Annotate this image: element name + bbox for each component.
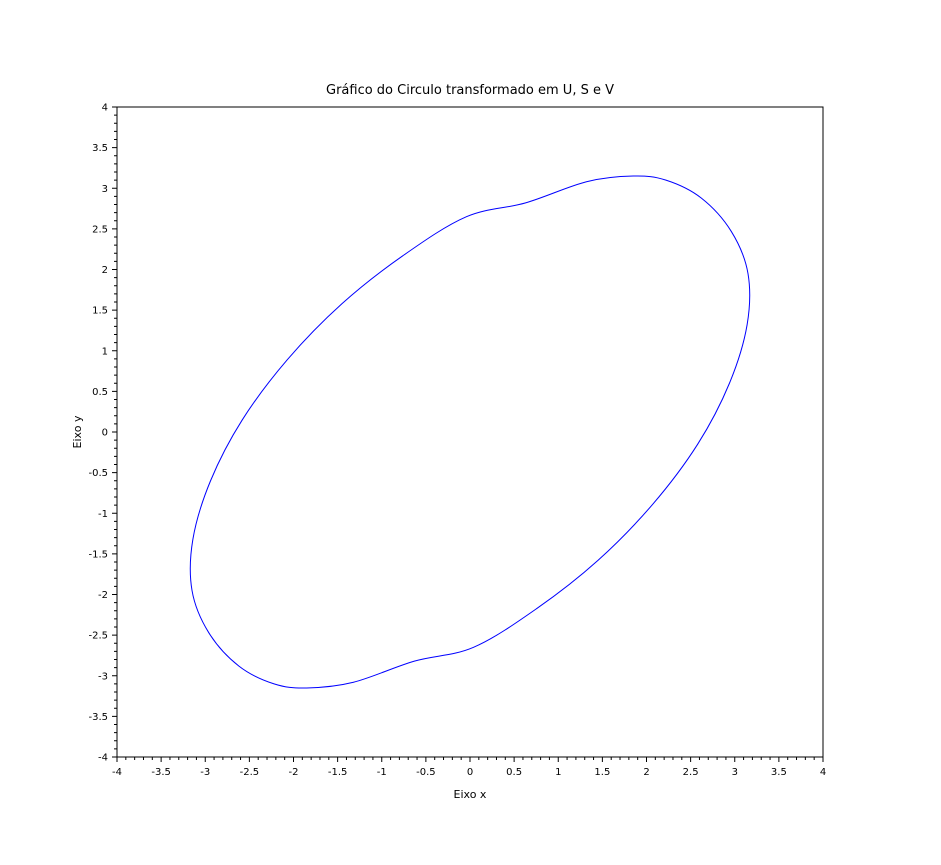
- y-tick-label: 1.5: [92, 306, 108, 317]
- y-tick-label: 2: [102, 265, 108, 276]
- y-tick-label: -3.5: [88, 712, 108, 723]
- y-tick-label: -2: [98, 590, 108, 601]
- y-tick-label: -3: [98, 671, 108, 682]
- series-layer: [189, 175, 751, 689]
- x-tick-label: -1.5: [328, 767, 348, 778]
- x-tick-label: 0.5: [506, 767, 522, 778]
- y-axis: -4 -3.5 -3 -2.5 -2 -1.5 -1 -0.5 0 0.5 1 1.5 2 2.5 3 3.5…: [88, 103, 117, 764]
- x-tick-label: -2: [289, 767, 299, 778]
- y-tick-label: -0.5: [88, 468, 108, 479]
- x-axis: -4 -3.5 -3 -2.5 -2 -1.5 -1 -0.5 0 0.5 1 1.5 2 2.5 3 3.5…: [112, 757, 826, 778]
- ellipse-series-line: [189, 175, 751, 689]
- x-tick-label: -0.5: [416, 767, 436, 778]
- x-tick-label: 2: [643, 767, 649, 778]
- y-tick-label: -1: [98, 509, 108, 520]
- x-tick-label: 3.5: [771, 767, 787, 778]
- x-tick-label: 1.5: [594, 767, 610, 778]
- y-tick-label: 2.5: [92, 224, 108, 235]
- x-tick-label: -3.5: [151, 767, 171, 778]
- x-tick-label: 0: [467, 767, 473, 778]
- chart-title: Gráfico do Circulo transformado em U, S …: [326, 83, 614, 98]
- x-tick-label: 1: [555, 767, 561, 778]
- y-tick-label: 4: [102, 103, 108, 114]
- y-tick-label: -1.5: [88, 549, 108, 560]
- x-tick-label: -1: [377, 767, 387, 778]
- x-tick-label: 4: [820, 767, 826, 778]
- y-tick-label: 3.5: [92, 143, 108, 154]
- y-tick-label: -4: [98, 753, 108, 764]
- y-axis-title: Eixo y: [71, 415, 84, 448]
- x-axis-title: Eixo x: [454, 788, 487, 801]
- y-tick-label: 0.5: [92, 387, 108, 398]
- x-tick-label: -3: [200, 767, 210, 778]
- y-tick-label: 1: [102, 346, 108, 357]
- x-tick-label: -2.5: [240, 767, 260, 778]
- y-tick-label: -2.5: [88, 631, 108, 642]
- x-tick-label: 2.5: [683, 767, 699, 778]
- y-tick-label: 0: [102, 428, 108, 439]
- x-tick-label: -4: [112, 767, 122, 778]
- y-tick-label: 3: [102, 184, 108, 195]
- x-tick-label: 3: [732, 767, 738, 778]
